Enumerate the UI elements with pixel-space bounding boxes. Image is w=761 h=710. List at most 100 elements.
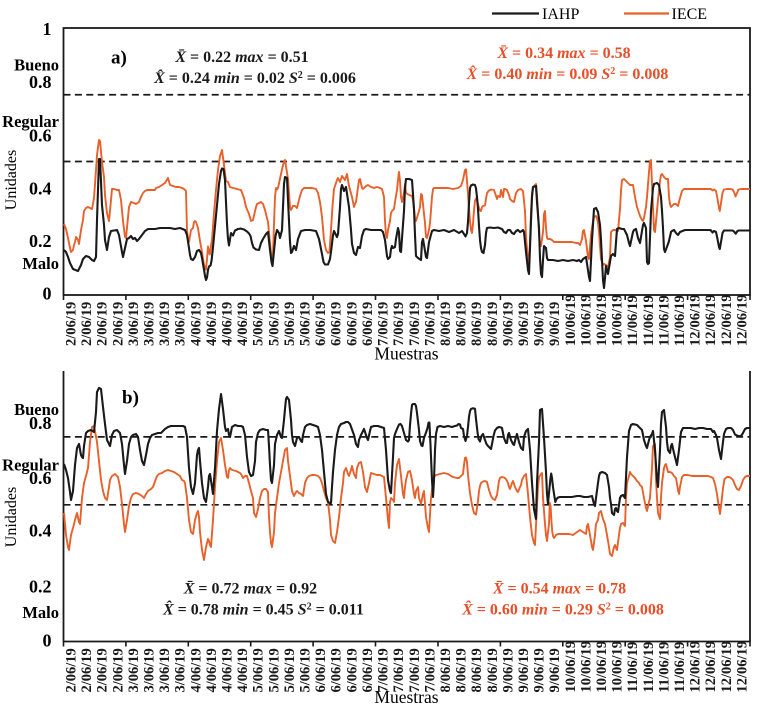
- svg-text:X̂ = 0.60 min = 0.29 S2 = 0.00: X̂ = 0.60 min = 0.29 S2 = 0.008: [461, 600, 664, 619]
- svg-text:2/06/19: 2/06/19: [79, 648, 95, 692]
- svg-text:12/06/19: 12/06/19: [719, 294, 735, 346]
- svg-text:5/06/19: 5/06/19: [298, 648, 314, 692]
- svg-text:4/06/19: 4/06/19: [235, 648, 251, 692]
- svg-text:Unidades: Unidades: [3, 150, 20, 210]
- svg-text:9/06/19: 9/06/19: [516, 302, 532, 346]
- svg-text:9/06/19: 9/06/19: [532, 648, 548, 692]
- svg-text:5/06/19: 5/06/19: [251, 302, 267, 346]
- svg-text:3/06/19: 3/06/19: [126, 648, 142, 692]
- svg-text:10/06/19: 10/06/19: [578, 294, 594, 346]
- svg-text:11/06/19: 11/06/19: [672, 642, 688, 693]
- svg-text:8/06/19: 8/06/19: [469, 648, 485, 692]
- svg-text:X̂ = 0.40 min = 0.09 S2 = 0.00: X̂ = 0.40 min = 0.09 S2 = 0.008: [466, 64, 669, 83]
- svg-text:5/06/19: 5/06/19: [266, 648, 282, 692]
- svg-text:Unidades: Unidades: [3, 487, 20, 547]
- svg-text:10/06/19: 10/06/19: [610, 641, 626, 693]
- svg-text:8/06/19: 8/06/19: [485, 648, 501, 692]
- svg-text:5/06/19: 5/06/19: [282, 648, 298, 692]
- svg-text:3/06/19: 3/06/19: [126, 302, 142, 346]
- svg-text:9/06/19: 9/06/19: [547, 302, 563, 346]
- svg-text:11/06/19: 11/06/19: [641, 295, 657, 346]
- svg-text:Muestras: Muestras: [374, 687, 438, 707]
- svg-text:6/06/19: 6/06/19: [313, 302, 329, 346]
- svg-text:3/06/19: 3/06/19: [142, 302, 158, 346]
- svg-text:6/06/19: 6/06/19: [344, 302, 360, 346]
- svg-text:8/06/19: 8/06/19: [485, 302, 501, 346]
- svg-text:0: 0: [43, 283, 52, 303]
- svg-text:5/06/19: 5/06/19: [298, 302, 314, 346]
- svg-text:X̄ = 0.72 max = 0.92: X̄ = 0.72 max = 0.92: [183, 579, 317, 597]
- svg-text:X̄ = 0.54 max = 0.78: X̄ = 0.54 max = 0.78: [492, 579, 626, 597]
- svg-text:9/06/19: 9/06/19: [547, 648, 563, 692]
- svg-text:4/06/19: 4/06/19: [188, 648, 204, 692]
- svg-text:12/06/19: 12/06/19: [688, 294, 704, 346]
- svg-text:11/06/19: 11/06/19: [625, 295, 641, 346]
- svg-text:a): a): [111, 48, 127, 69]
- svg-text:4/06/19: 4/06/19: [188, 302, 204, 346]
- svg-text:8/06/19: 8/06/19: [454, 302, 470, 346]
- svg-text:7/06/19: 7/06/19: [376, 648, 392, 692]
- svg-text:10/06/19: 10/06/19: [594, 294, 610, 346]
- svg-text:10/06/19: 10/06/19: [610, 294, 626, 346]
- svg-text:7/06/19: 7/06/19: [407, 648, 423, 692]
- svg-text:5/06/19: 5/06/19: [266, 302, 282, 346]
- svg-text:Regular: Regular: [2, 455, 59, 474]
- svg-text:9/06/19: 9/06/19: [532, 302, 548, 346]
- svg-text:10/06/19: 10/06/19: [563, 294, 579, 346]
- svg-text:2/06/19: 2/06/19: [110, 302, 126, 346]
- svg-text:8/06/19: 8/06/19: [438, 302, 454, 346]
- svg-text:12/06/19: 12/06/19: [719, 641, 735, 693]
- svg-text:7/06/19: 7/06/19: [422, 648, 438, 692]
- svg-text:0.2: 0.2: [29, 576, 52, 596]
- svg-text:7/06/19: 7/06/19: [376, 302, 392, 346]
- svg-text:b): b): [122, 388, 139, 409]
- svg-text:Malo: Malo: [22, 254, 59, 273]
- svg-text:2/06/19: 2/06/19: [64, 648, 80, 692]
- svg-text:X̂ = 0.78 min = 0.45 S2 = 0.01: X̂ = 0.78 min = 0.45 S2 = 0.011: [162, 600, 364, 619]
- svg-text:3/06/19: 3/06/19: [173, 648, 189, 692]
- svg-text:5/06/19: 5/06/19: [251, 648, 267, 692]
- svg-text:7/06/19: 7/06/19: [391, 648, 407, 692]
- svg-text:2/06/19: 2/06/19: [110, 648, 126, 692]
- svg-text:6/06/19: 6/06/19: [329, 648, 345, 692]
- svg-text:Bueno: Bueno: [14, 400, 59, 419]
- svg-text:Bueno: Bueno: [14, 55, 59, 74]
- svg-text:0.6: 0.6: [29, 468, 52, 488]
- svg-text:12/06/19: 12/06/19: [703, 294, 719, 346]
- svg-text:3/06/19: 3/06/19: [142, 648, 158, 692]
- svg-text:11/06/19: 11/06/19: [656, 295, 672, 346]
- svg-text:12/06/19: 12/06/19: [734, 641, 750, 693]
- svg-text:9/06/19: 9/06/19: [500, 648, 516, 692]
- svg-text:2/06/19: 2/06/19: [95, 302, 111, 346]
- svg-text:9/06/19: 9/06/19: [516, 648, 532, 692]
- svg-text:Muestras: Muestras: [374, 344, 438, 364]
- svg-text:8/06/19: 8/06/19: [438, 648, 454, 692]
- svg-text:4/06/19: 4/06/19: [220, 302, 236, 346]
- svg-text:4/06/19: 4/06/19: [204, 302, 220, 346]
- svg-text:10/06/19: 10/06/19: [563, 641, 579, 693]
- svg-text:8/06/19: 8/06/19: [454, 648, 470, 692]
- svg-text:12/06/19: 12/06/19: [734, 294, 750, 346]
- svg-text:0: 0: [43, 630, 52, 650]
- svg-text:3/06/19: 3/06/19: [157, 302, 173, 346]
- svg-text:9/06/19: 9/06/19: [500, 302, 516, 346]
- svg-text:Malo: Malo: [22, 603, 59, 622]
- svg-text:2/06/19: 2/06/19: [95, 648, 111, 692]
- svg-text:IECE: IECE: [672, 6, 708, 23]
- svg-text:6/06/19: 6/06/19: [360, 648, 376, 692]
- svg-text:11/06/19: 11/06/19: [641, 642, 657, 693]
- svg-text:11/06/19: 11/06/19: [625, 642, 641, 693]
- svg-text:6/06/19: 6/06/19: [360, 302, 376, 346]
- svg-text:3/06/19: 3/06/19: [173, 302, 189, 346]
- svg-text:IAHP: IAHP: [542, 6, 579, 23]
- svg-text:0.8: 0.8: [29, 413, 52, 433]
- svg-text:4/06/19: 4/06/19: [235, 302, 251, 346]
- svg-text:10/06/19: 10/06/19: [578, 641, 594, 693]
- svg-text:Regular: Regular: [2, 112, 59, 131]
- svg-text:12/06/19: 12/06/19: [688, 641, 704, 693]
- svg-text:1: 1: [43, 19, 52, 39]
- svg-text:6/06/19: 6/06/19: [329, 302, 345, 346]
- svg-text:12/06/19: 12/06/19: [703, 641, 719, 693]
- svg-text:4/06/19: 4/06/19: [204, 648, 220, 692]
- svg-text:11/06/19: 11/06/19: [672, 295, 688, 346]
